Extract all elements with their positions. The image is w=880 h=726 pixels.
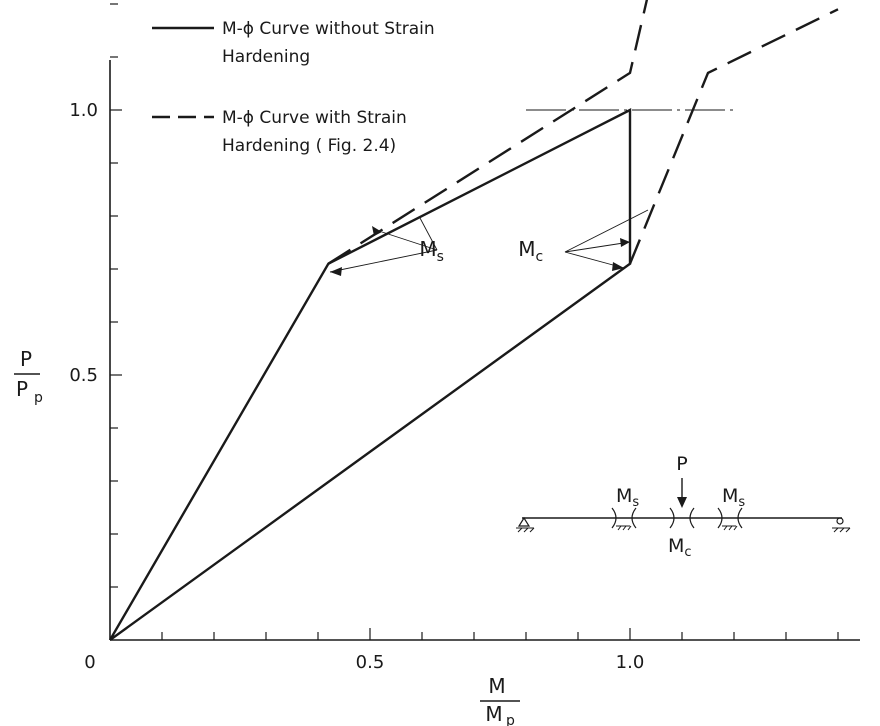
x-tick-label: 0.5 — [356, 652, 385, 673]
dashed-curve-0 — [327, 0, 649, 265]
x-axis-label: M M p — [480, 674, 520, 726]
x-tick-labels: 0 0.5 1.0 — [84, 652, 644, 673]
mc-leader-lines — [564, 209, 649, 271]
inset-left-label: Ms — [616, 485, 639, 510]
y-tick-labels: 0.5 1.0 — [69, 100, 98, 386]
series-without-strain-hardening — [108, 108, 632, 641]
y-tick-label: 0.5 — [69, 365, 98, 386]
series-with-strain-hardening — [327, 0, 839, 265]
legend-solid-line2: Hardening — [222, 47, 310, 67]
x-axis-ticks — [161, 628, 839, 640]
left-moment-arc-2-icon — [631, 507, 637, 529]
legend: M-ϕ Curve without Strain Hardening M-ϕ C… — [152, 19, 435, 156]
right-support-hatch-icon — [832, 527, 851, 533]
y-label-numerator: P — [20, 347, 32, 371]
y-axis-label: P P p — [14, 347, 43, 406]
legend-dashed-line2: Hardening ( Fig. 2.4) — [222, 136, 396, 156]
x-tick-label: 1.0 — [616, 652, 645, 673]
x-label-numerator: M — [488, 674, 505, 698]
center-moment-arc-1-icon — [669, 507, 675, 529]
left-support-hatch-icon — [516, 527, 535, 533]
inset-load-label: P — [676, 453, 687, 475]
annotations: Ms Mc — [419, 237, 543, 265]
mc-arrow-2 — [612, 262, 624, 271]
y-axis-ticks — [110, 3, 122, 588]
right-moment-arc-1-icon — [717, 507, 723, 529]
solid-curve-0 — [108, 108, 632, 641]
annotation-mc: Mc — [518, 237, 543, 265]
mc-leader-2 — [564, 241, 631, 253]
mc-leader-1 — [564, 209, 649, 253]
y-tick-label: 1.0 — [69, 100, 98, 121]
ms-arrow-1 — [372, 226, 382, 236]
center-moment-arc-2-icon — [689, 507, 695, 529]
inset-center-label: Mc — [668, 535, 692, 560]
ms-leader-2 — [419, 217, 438, 251]
dashed-curve-1 — [628, 8, 839, 265]
y-label-denominator-sub: p — [34, 390, 43, 406]
left-hinge-hatch-icon — [616, 525, 632, 531]
ms-arrow-2 — [330, 267, 342, 276]
ms-leader-1 — [381, 231, 438, 251]
mc-arrow-1 — [620, 238, 630, 247]
ms-leader-lines — [329, 217, 438, 276]
legend-dashed-line1: M-ϕ Curve with Strain — [222, 108, 407, 128]
x-label-denominator-sub: p — [506, 713, 515, 726]
y-label-denominator: P — [16, 377, 28, 401]
legend-solid-line1: M-ϕ Curve without Strain — [222, 19, 435, 39]
beam-inset: P Ms Ms Mc — [516, 453, 851, 560]
left-support-icon — [517, 516, 531, 527]
right-moment-arc-2-icon — [737, 507, 743, 529]
left-moment-arc-1-icon — [611, 507, 617, 529]
load-arrow-head-icon — [677, 497, 687, 508]
inset-right-label: Ms — [722, 485, 745, 510]
right-hinge-hatch-icon — [722, 525, 738, 531]
x-label-denominator: M — [485, 702, 502, 726]
right-roller-icon — [836, 517, 844, 525]
ms-leader-3 — [329, 249, 438, 273]
annotation-ms: Ms — [419, 237, 444, 265]
x-tick-label: 0 — [84, 652, 95, 673]
